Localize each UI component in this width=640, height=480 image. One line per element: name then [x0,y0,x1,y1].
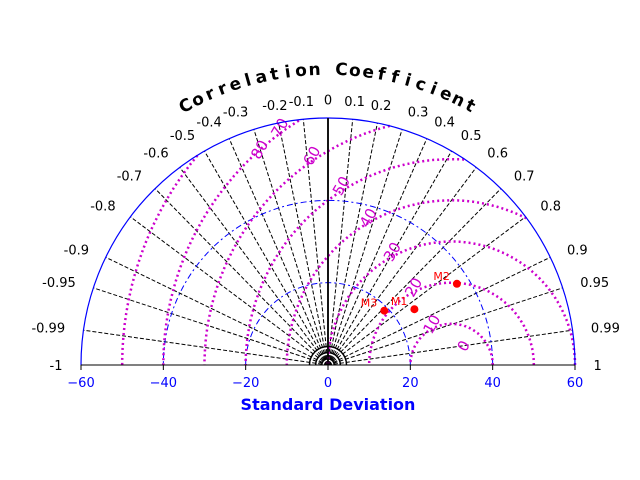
title-char: c [413,74,429,96]
correlation-tick-label: 0.7 [514,169,535,184]
data-points: M1 M2 M3 [361,270,461,315]
title-char: C [335,60,348,81]
rms-contour-label: 10 [419,312,444,338]
x-tick-label: −60 [67,376,94,391]
correlation-tick-label: 1 [594,359,602,374]
correlation-tick-label: 0.6 [487,147,508,162]
correlation-tick-label: 0.5 [461,129,482,144]
data-point [380,306,389,315]
correlation-tick-label: 0.8 [540,200,561,215]
x-tick-label: 40 [484,376,501,391]
title-char: l [243,70,254,91]
std-arc [162,199,494,366]
x-tick-label: 20 [402,376,419,391]
rms-contour-label: 70 [267,115,292,141]
correlation-line [130,216,329,366]
rms-contour [203,124,390,365]
title-char: o [294,61,307,82]
correlation-line [327,167,477,366]
correlation-line [327,188,502,366]
correlation-tick-label: -0.3 [223,106,248,121]
data-point [410,305,419,314]
correlation-line [93,287,329,366]
rms-contour-label: 0 [453,337,473,354]
correlation-tick-label: -0.6 [143,147,168,162]
correlation-tick-label: 0.95 [580,276,609,291]
correlation-tick-label: -0.8 [90,200,115,215]
x-tick-label: 0 [324,376,332,391]
correlation-tick-label: -0.4 [196,116,221,131]
data-point [452,279,461,288]
title-char: t [269,64,281,85]
data-point-label: M3 [361,297,378,310]
title-char: i [283,62,291,83]
correlation-line [179,167,329,366]
correlation-line [253,129,329,366]
rms-contour [367,281,536,365]
correlation-tick-label: -0.5 [170,129,195,144]
title-char: f [376,64,388,85]
correlation-line [83,329,329,366]
title-char: i [402,70,413,91]
correlation-tick-label: -0.1 [289,95,314,110]
correlation-line [327,138,428,366]
correlation-line [327,122,378,366]
correlation-line [327,329,573,366]
correlation-tick-label: -0.99 [31,322,65,337]
correlation-tick-label: 0.3 [408,106,429,121]
title-char: n [308,60,321,81]
correlation-line [105,256,329,366]
title-char: f [389,67,401,88]
correlation-tick-label: 0.9 [567,243,588,258]
correlation-line [327,119,354,366]
correlation-tick-label: 0 [324,94,332,109]
x-tick-label: −20 [232,376,259,391]
data-point-label: M1 [391,295,408,308]
x-axis-ticks: −60 −40 −20 0 20 40 60 [67,365,583,391]
correlation-line [278,122,329,366]
rms-contour [409,322,494,365]
title-char: o [348,61,361,82]
correlation-tick-label: -0.95 [42,276,76,291]
data-point-label: M2 [433,270,450,283]
correlation-tick-label: 0.99 [591,322,620,337]
x-tick-label: 60 [567,376,584,391]
title-char: e [361,62,375,83]
correlation-line [154,188,329,366]
correlation-tick-label: -0.2 [262,99,287,114]
rms-contour [244,157,465,365]
rms-contour-label: 50 [329,173,354,199]
x-axis-label: Standard Deviation [241,395,416,414]
correlation-line [327,287,563,366]
correlation-tick-label: 0.2 [371,99,392,114]
correlation-tick-label: 0.1 [344,95,365,110]
correlation-line [302,119,329,366]
rms-contour [120,154,199,365]
rms-contour-label: 60 [299,143,324,169]
correlation-tick-labels: 1 0.99 0.95 0.9 0.8 0.7 0.6 0.5 0.4 0.3 0.2 0.1 0 -0.… [31,94,619,375]
title-char: e [227,73,244,96]
rms-contour [162,119,300,365]
correlation-tick-label: -1 [50,359,63,374]
correlation-tick-label: 0.4 [434,116,455,131]
correlation-line [327,216,526,366]
rms-contour [285,199,527,365]
correlation-line [204,150,329,366]
correlation-tick-label: -0.9 [64,243,89,258]
title-char: a [253,66,269,88]
correlation-tick-label: -0.7 [117,169,142,184]
correlation-line [327,256,551,366]
grid-layer [83,118,573,366]
x-tick-label: −40 [150,376,177,391]
correlation-line [327,150,452,366]
